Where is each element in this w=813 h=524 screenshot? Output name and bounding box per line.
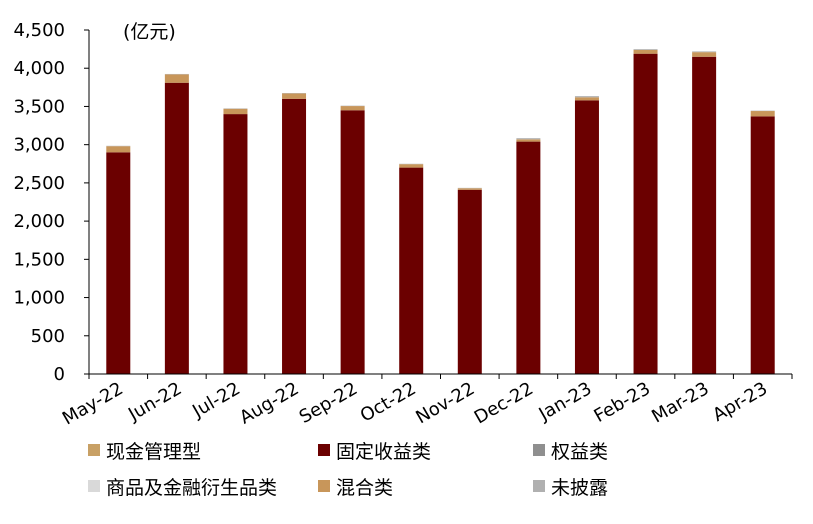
bar-segment-5-oct-22 <box>399 164 424 168</box>
bar-segment-5-dec-22 <box>516 139 541 142</box>
legend-swatch <box>88 480 100 492</box>
bar-segment-5-sep-22 <box>340 106 365 111</box>
y-tick-label: 500 <box>31 326 65 347</box>
bar-segment-5-jun-22 <box>164 74 189 83</box>
bar-segment-2-apr-23 <box>750 116 775 374</box>
legend-item: 商品及金融衍生品类 <box>88 470 277 502</box>
bar-segment-2-dec-22 <box>516 141 541 374</box>
bar-segment-5-jan-23 <box>574 97 599 101</box>
x-tick-label: Jan-23 <box>535 378 596 425</box>
bar-segment-5-mar-23 <box>692 52 717 57</box>
bar-segment-2-sep-22 <box>340 110 365 375</box>
legend-item: 权益类 <box>533 434 608 466</box>
bar-segment-5-may-22 <box>106 146 131 153</box>
y-tick-label: 1,000 <box>13 288 65 309</box>
bar-series-group <box>106 49 775 375</box>
bar-segment-6-dec-22 <box>516 138 541 140</box>
y-tick-label: 2,000 <box>13 211 65 232</box>
bar-segment-5-feb-23 <box>633 49 658 54</box>
bar-segment-2-jun-22 <box>164 82 189 374</box>
x-tick-label: Apr-23 <box>709 378 771 426</box>
x-tick-label: Feb-23 <box>590 378 654 427</box>
y-tick-label: 3,000 <box>13 135 65 156</box>
legend-swatch <box>318 480 330 492</box>
x-tick-label: Aug-22 <box>236 378 302 428</box>
bar-segment-2-feb-23 <box>633 53 658 374</box>
legend-swatch <box>88 444 100 456</box>
x-tick-label: Jun-22 <box>124 378 185 425</box>
bar-segment-6-feb-23 <box>633 49 658 50</box>
y-tick-label: 0 <box>54 364 65 385</box>
legend-swatch <box>318 444 330 456</box>
bar-segment-2-aug-22 <box>282 98 307 375</box>
bar-segment-2-jul-22 <box>223 114 248 374</box>
bar-segment-2-mar-23 <box>692 56 717 374</box>
bar-segment-6-mar-23 <box>692 51 717 53</box>
y-tick-label: 4,000 <box>13 58 65 79</box>
y-tick-label: 1,500 <box>13 249 65 270</box>
y-axis-unit-label: (亿元) <box>123 21 176 43</box>
legend: 现金管理型 固定收益类 权益类商品及金融衍生品类 混合类 未披露 <box>88 434 788 514</box>
bar-segment-2-jan-23 <box>574 100 599 374</box>
bar-segment-6-jan-23 <box>574 96 599 98</box>
x-tick-label: Dec-22 <box>471 378 537 428</box>
x-tick-label: May-22 <box>59 378 127 429</box>
bar-segment-2-oct-22 <box>399 167 424 374</box>
bar-segment-5-apr-23 <box>750 111 775 117</box>
bar-segment-2-nov-22 <box>457 189 482 374</box>
legend-label: 商品及金融衍生品类 <box>106 476 278 499</box>
x-tick-label: Mar-23 <box>648 378 712 427</box>
legend-item: 固定收益类 <box>318 434 431 466</box>
bar-segment-5-jul-22 <box>223 108 248 115</box>
bar-segment-5-nov-22 <box>457 188 482 190</box>
legend-item: 混合类 <box>318 470 393 502</box>
bar-segment-5-aug-22 <box>282 93 307 99</box>
legend-item: 现金管理型 <box>88 434 201 466</box>
legend-label: 权益类 <box>551 440 609 463</box>
y-axis: 0 500 1,000 1,500 2,000 2,500 3,000 3,500 4,000 4… <box>13 20 90 385</box>
legend-swatch <box>533 444 545 456</box>
legend-item: 未披露 <box>533 470 608 502</box>
legend-swatch <box>533 480 545 492</box>
x-tick-label: Sep-22 <box>296 378 361 428</box>
y-tick-label: 4,500 <box>13 20 65 41</box>
x-tick-label: Nov-22 <box>412 378 478 428</box>
y-tick-label: 3,500 <box>13 96 65 117</box>
x-tick-label: Jul-22 <box>188 378 244 422</box>
x-tick-label: Oct-22 <box>357 378 420 426</box>
legend-label: 未披露 <box>551 476 609 499</box>
y-tick-label: 2,500 <box>13 173 65 194</box>
bar-segment-2-may-22 <box>106 152 131 374</box>
legend-label: 固定收益类 <box>336 440 432 463</box>
legend-label: 现金管理型 <box>106 440 202 463</box>
legend-label: 混合类 <box>336 476 394 499</box>
